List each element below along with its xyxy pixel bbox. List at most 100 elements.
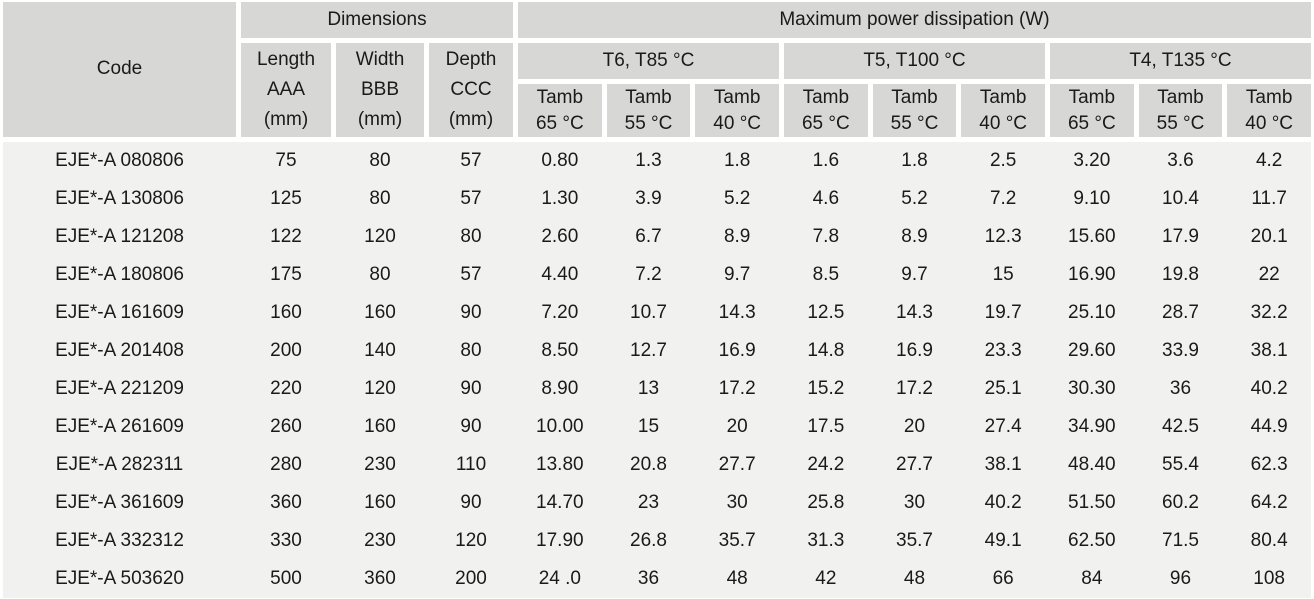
row-power-cell: 26.8 xyxy=(630,530,667,551)
row-depth-cell: 90 xyxy=(460,302,482,323)
row-power-cell: 17.2 xyxy=(896,378,933,399)
row-power-cell: 96 xyxy=(1169,568,1192,589)
header-depth-line2: CCC xyxy=(450,79,492,100)
header-tamb-0: Tamb 65 °C xyxy=(518,84,602,137)
row-power-cell: 7.8 xyxy=(812,226,840,247)
row-power-cell: 30 xyxy=(726,492,748,513)
row-power-cell: 14.3 xyxy=(718,302,756,323)
row-code-cell: EJE*-A 503620 xyxy=(55,568,184,589)
row-power-cell: 44.9 xyxy=(1250,416,1288,437)
row-power-cell: 4.6 xyxy=(812,188,840,209)
row-power-cell: 20 xyxy=(903,416,926,437)
row-power-cell: 20.8 xyxy=(630,454,667,475)
row-power-cell: 1.6 xyxy=(812,150,840,171)
table-body: EJE*-A 080806 75 80 57 0.80 1.3 1.8 1.6 1.8 2.5 3.… xyxy=(3,142,1311,598)
header-width-line3: (mm) xyxy=(357,109,403,130)
row-length-cell: 175 xyxy=(270,264,302,285)
tamb-label: Tamb xyxy=(1157,86,1204,108)
row-length-cell: 220 xyxy=(270,378,302,399)
row-width-cell: 360 xyxy=(364,568,396,589)
row-power-cell: 40.2 xyxy=(984,492,1022,513)
row-length-cell: 280 xyxy=(270,454,302,475)
row-power-cell: 30.30 xyxy=(1068,378,1116,399)
row-power-cell: 48 xyxy=(726,568,748,589)
row-power-cell: 23.3 xyxy=(984,340,1022,361)
row-power-cell: 10.00 xyxy=(536,416,584,437)
row-power-cell: 1.30 xyxy=(541,188,579,209)
row-width-cell: 230 xyxy=(364,454,396,475)
row-power-cell: 38.1 xyxy=(1250,340,1288,361)
row-power-cell: 29.60 xyxy=(1068,340,1116,361)
row-power-cell: 42.5 xyxy=(1162,416,1199,437)
row-power-cell: 38.1 xyxy=(984,454,1022,475)
row-depth-cell: 57 xyxy=(460,150,482,171)
row-power-cell: 108 xyxy=(1253,568,1285,589)
row-width-cell: 80 xyxy=(369,188,391,209)
row-power-cell: 16.9 xyxy=(896,340,933,361)
header-tamb-4: Tamb 55 °C xyxy=(872,84,957,137)
row-power-cell: 16.90 xyxy=(1068,264,1116,285)
header-length-line1: Length xyxy=(256,49,316,70)
row-power-cell: 33.9 xyxy=(1162,340,1199,361)
tamb-label: Tamb xyxy=(802,86,850,108)
header-dimensions-group: Dimensions xyxy=(241,2,513,38)
row-power-cell: 15.60 xyxy=(1068,226,1116,247)
header-temp-group-t5: T5, T100 °C xyxy=(783,43,1045,79)
row-power-cell: 5.2 xyxy=(723,188,751,209)
row-power-cell: 31.3 xyxy=(807,530,845,551)
row-power-cell: 9.10 xyxy=(1073,188,1111,209)
row-power-cell: 22 xyxy=(1258,264,1280,285)
row-width-cell: 80 xyxy=(369,264,391,285)
table-header: Code Dimensions Maximum power dissipatio… xyxy=(3,2,1311,137)
header-temp-group-t4: T4, T135 °C xyxy=(1049,43,1311,79)
tamb-label: Tamb xyxy=(1068,86,1116,108)
row-code-cell: EJE*-A 282311 xyxy=(55,454,184,475)
row-code-cell: EJE*-A 121208 xyxy=(55,226,184,247)
header-width-column: Width BBB (mm) xyxy=(336,43,424,137)
row-power-cell: 15 xyxy=(992,264,1014,285)
row-power-cell: 48.40 xyxy=(1068,454,1116,475)
row-power-cell: 71.5 xyxy=(1162,530,1199,551)
row-power-cell: 23 xyxy=(637,492,660,513)
row-length-cell: 75 xyxy=(275,150,297,171)
row-power-cell: 40.2 xyxy=(1250,378,1288,399)
row-power-cell: 14.8 xyxy=(807,340,845,361)
row-depth-cell: 200 xyxy=(455,568,487,589)
header-tamb-8: Tamb 40 °C xyxy=(1227,84,1311,137)
row-code-cell: EJE*-A 221209 xyxy=(55,378,184,399)
row-length-cell: 260 xyxy=(270,416,302,437)
header-length-column: Length AAA (mm) xyxy=(241,43,331,137)
tamb-temp: 40 °C xyxy=(1245,112,1294,134)
header-tamb-3: Tamb 65 °C xyxy=(783,84,868,137)
row-depth-cell: 80 xyxy=(460,226,482,247)
row-power-cell: 60.2 xyxy=(1162,492,1199,513)
row-power-cell: 34.90 xyxy=(1068,416,1116,437)
row-power-cell: 13 xyxy=(637,378,660,399)
row-power-cell: 17.90 xyxy=(536,530,584,551)
row-power-cell: 1.8 xyxy=(901,150,928,171)
row-depth-cell: 90 xyxy=(460,378,482,399)
row-power-cell: 9.7 xyxy=(723,264,751,285)
row-power-cell: 80.4 xyxy=(1250,530,1288,551)
header-power-group: Maximum power dissipation (W) xyxy=(518,2,1311,38)
row-power-cell: 16.9 xyxy=(718,340,756,361)
row-power-cell: 7.2 xyxy=(989,188,1017,209)
row-power-cell: 64.2 xyxy=(1250,492,1288,513)
tamb-label: Tamb xyxy=(979,86,1027,108)
row-depth-cell: 120 xyxy=(455,530,487,551)
row-power-cell: 84 xyxy=(1081,568,1103,589)
row-power-cell: 14.70 xyxy=(536,492,584,513)
row-power-cell: 66 xyxy=(992,568,1014,589)
row-length-cell: 160 xyxy=(270,302,302,323)
row-depth-cell: 110 xyxy=(455,454,487,475)
row-power-cell: 51.50 xyxy=(1068,492,1116,513)
row-length-cell: 200 xyxy=(270,340,302,361)
row-power-cell: 24.2 xyxy=(807,454,845,475)
row-power-cell: 19.7 xyxy=(984,302,1022,323)
row-power-cell: 11.7 xyxy=(1251,188,1287,209)
header-code: Code xyxy=(3,2,236,137)
row-power-cell: 2.5 xyxy=(989,150,1017,171)
header-tamb-6: Tamb 65 °C xyxy=(1049,84,1134,137)
row-width-cell: 160 xyxy=(364,302,396,323)
row-power-cell: 8.90 xyxy=(541,378,579,399)
